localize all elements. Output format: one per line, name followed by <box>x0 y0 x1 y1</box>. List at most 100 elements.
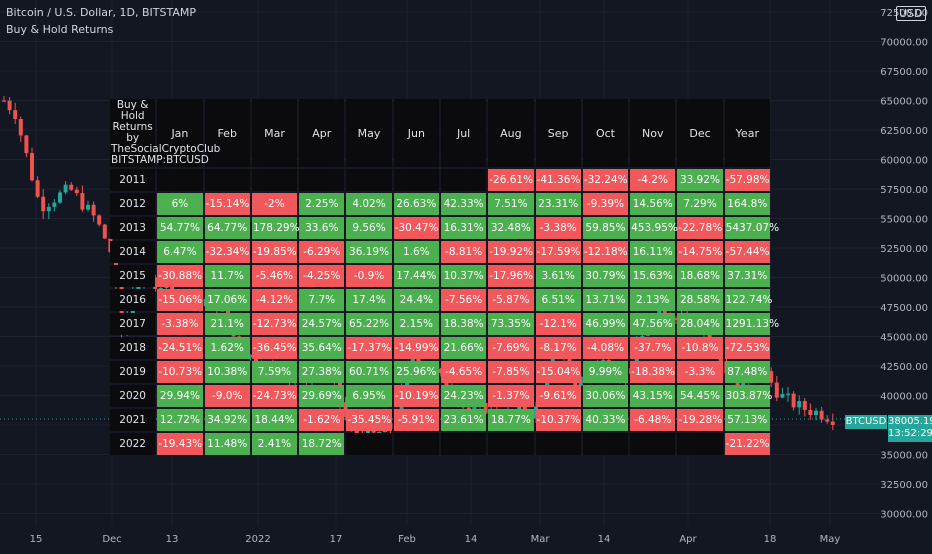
return-cell: 33.6% <box>299 217 345 239</box>
return-cell: 9.99% <box>582 361 629 383</box>
empty-cell <box>299 169 345 191</box>
candle-body <box>86 204 90 210</box>
return-cell: -12.73% <box>251 313 298 335</box>
return-cell: 42.33% <box>440 193 487 215</box>
column-header: Apr <box>299 99 345 167</box>
return-cell: 60.71% <box>346 361 392 383</box>
return-cell: 10.38% <box>204 361 250 383</box>
candle-body <box>786 393 790 395</box>
price-axis-label: 40000.00 <box>880 392 928 403</box>
table-row: 2016 -15.06% 17.06% -4.12% 7.7% 17.4% 24.4% -7.… <box>110 289 772 311</box>
price-axis-label: 50000.00 <box>880 274 928 285</box>
candle-body <box>158 287 163 290</box>
empty-cell <box>535 433 581 455</box>
empty-cell <box>677 433 723 455</box>
price-axis-label: 62500.00 <box>880 126 928 137</box>
return-cell: 33.92% <box>677 169 723 191</box>
time-axis-label: 17 <box>330 534 343 545</box>
return-cell: 57.13% <box>724 409 770 431</box>
year-cell: 2020 <box>110 385 156 407</box>
candle-body <box>97 215 102 225</box>
price-axis-label: 52500.00 <box>880 244 928 255</box>
return-cell: 21.66% <box>440 337 487 359</box>
return-cell: -4.12% <box>251 289 298 311</box>
return-cell: 43.15% <box>630 385 676 407</box>
candle-body <box>769 371 774 383</box>
return-cell: 2.15% <box>393 313 439 335</box>
column-header: Oct <box>582 99 629 167</box>
candle-body <box>377 432 382 434</box>
return-cell: -5.46% <box>251 265 298 287</box>
candle-body <box>780 394 785 398</box>
time-axis-label: 13 <box>166 534 179 545</box>
price-axis-label: 57500.00 <box>880 185 928 196</box>
return-cell: -4.08% <box>582 337 629 359</box>
time-axis-label: May <box>820 534 841 545</box>
empty-cell <box>440 169 487 191</box>
candle-body <box>80 193 85 210</box>
return-cell: 7.51% <box>488 193 534 215</box>
return-cell: 18.68% <box>677 265 723 287</box>
return-cell: -18.38% <box>630 361 676 383</box>
return-cell: -9.0% <box>204 385 250 407</box>
return-cell: -10.8% <box>677 337 723 359</box>
candle-body <box>825 419 830 422</box>
return-cell: 18.72% <box>299 433 345 455</box>
table-row: 2019 -10.73% 10.38% 7.59% 27.38% 60.71% 25.96%… <box>110 361 770 383</box>
symbol-title[interactable]: Bitcoin / U.S. Dollar, 1D, BITSTAMP <box>6 6 196 19</box>
return-cell: 2.41% <box>251 433 298 455</box>
candle-body <box>13 110 18 120</box>
return-cell: -1.62% <box>299 409 345 431</box>
return-cell: 23.61% <box>440 409 487 431</box>
return-cell: -3.3% <box>677 361 723 383</box>
return-cell: 17.44% <box>393 265 439 287</box>
return-cell: 24.4% <box>393 289 439 311</box>
indicator-name[interactable]: Buy & Hold Returns <box>6 23 114 36</box>
candle-body <box>248 354 253 358</box>
return-cell: 6.51% <box>535 289 581 311</box>
return-cell: 24.57% <box>299 313 345 335</box>
candle-body <box>74 189 79 194</box>
return-cell: 14.56% <box>630 193 676 215</box>
return-cell: 25.96% <box>393 361 439 383</box>
return-cell: -15.14% <box>204 193 250 215</box>
return-cell: 11.7% <box>204 265 250 287</box>
return-cell: -24.73% <box>251 385 298 407</box>
candle-body <box>601 360 606 362</box>
return-cell: 40.33% <box>582 409 629 431</box>
return-cell: 16.31% <box>440 217 487 239</box>
empty-cell <box>630 433 676 455</box>
time-axis-label: 15 <box>30 534 43 545</box>
empty-cell <box>582 433 629 455</box>
return-cell: -0.9% <box>346 265 392 287</box>
return-cell: 453.95% <box>630 217 678 239</box>
return-cell: 2.13% <box>630 289 676 311</box>
candle-body <box>35 180 40 197</box>
table-row: 2013 54.77% 64.77% 178.29% 33.6% 9.56% -30.47%… <box>110 217 779 239</box>
column-header: Dec <box>677 99 723 167</box>
currency-button[interactable]: USD <box>896 6 926 21</box>
return-cell: -12.1% <box>535 313 581 335</box>
return-cell: 34.92% <box>204 409 250 431</box>
candle-body <box>410 357 415 363</box>
return-cell: -1.37% <box>488 385 534 407</box>
price-axis-label: 42500.00 <box>880 362 928 373</box>
return-cell: 64.77% <box>204 217 250 239</box>
return-cell: 18.77% <box>488 409 534 431</box>
year-cell: 2019 <box>110 361 156 383</box>
table-row: 2020 29.94% -9.0% -24.73% 29.69% 6.95% -10.19%… <box>110 385 772 407</box>
return-cell: 26.63% <box>393 193 439 215</box>
return-cell: 15.63% <box>630 265 676 287</box>
return-cell: 6.95% <box>346 385 392 407</box>
table-row: 2015 -30.88% 11.7% -5.46% -4.25% -0.9% 17.44% 1… <box>110 265 770 287</box>
return-cell: 5437.07% <box>724 217 779 239</box>
year-cell: 2015 <box>110 265 156 287</box>
year-cell: 2014 <box>110 241 156 263</box>
empty-cell <box>488 433 534 455</box>
return-cell: 164.8% <box>724 193 770 215</box>
return-cell: -15.04% <box>535 361 581 383</box>
column-header: May <box>346 99 392 167</box>
time-axis-label: Mar <box>531 534 551 545</box>
candle-body <box>91 204 96 216</box>
time-axis-label: 2022 <box>245 534 270 545</box>
